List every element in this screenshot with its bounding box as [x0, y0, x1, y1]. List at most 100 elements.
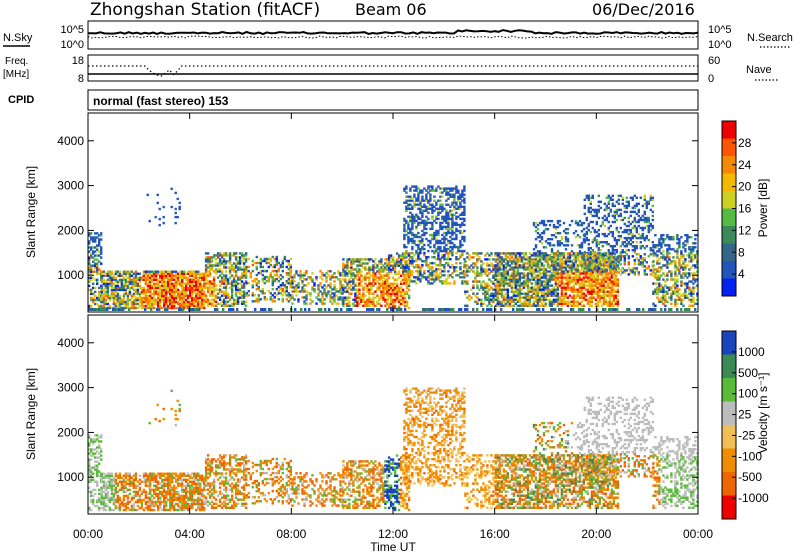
- power-cell: [570, 300, 574, 303]
- power-cell: [510, 298, 514, 301]
- power-cell: [602, 302, 606, 305]
- power-cell: [536, 228, 540, 231]
- power-cell: [623, 206, 626, 210]
- power-cell: [173, 278, 176, 281]
- power-cell: [590, 296, 594, 299]
- power-cell: [242, 254, 246, 257]
- power-cell: [132, 278, 136, 281]
- power-cell: [407, 294, 411, 298]
- power-cell: [421, 205, 424, 208]
- power-cell: [368, 298, 371, 301]
- power-cell: [437, 278, 440, 281]
- power-cell: [273, 265, 276, 269]
- power-cell: [548, 270, 552, 273]
- power-cell: [195, 292, 198, 296]
- power-cell: [534, 300, 538, 303]
- power-cell: [605, 271, 608, 274]
- power-cell: [594, 282, 598, 285]
- power-cell: [130, 284, 134, 288]
- power-cell: [526, 292, 530, 295]
- power-cell: [197, 270, 200, 273]
- power-cell: [352, 302, 355, 305]
- power-cell: [409, 227, 412, 231]
- power-cell: [486, 286, 489, 289]
- power-cell: [153, 274, 156, 277]
- power-cell: [580, 262, 584, 265]
- power-cell: [530, 254, 534, 257]
- power-cell: [451, 219, 454, 223]
- power-cell: [245, 269, 248, 273]
- power-cell: [496, 286, 500, 289]
- power-cell: [617, 238, 620, 242]
- power-cell: [155, 302, 158, 306]
- power-cell: [224, 300, 228, 303]
- power-cell: [580, 256, 584, 259]
- power-cell: [542, 232, 546, 235]
- power-cell: [466, 270, 469, 273]
- power-cell: [560, 276, 564, 279]
- power-cell: [607, 220, 610, 224]
- power-cell: [629, 238, 632, 242]
- power-cell: [407, 254, 411, 257]
- power-cell: [546, 260, 550, 263]
- power-cell: [413, 276, 416, 279]
- power-cell: [468, 254, 471, 257]
- power-cell: [384, 286, 387, 289]
- power-cell: [476, 268, 479, 271]
- power-cell: [439, 225, 442, 229]
- power-cell: [453, 280, 456, 283]
- power-cell: [204, 298, 208, 301]
- power-cell: [607, 261, 610, 264]
- power-cell: [459, 207, 462, 210]
- power-cell: [352, 304, 355, 307]
- power-cell: [271, 284, 274, 287]
- power-cell: [423, 205, 426, 208]
- power-cell: [220, 256, 224, 259]
- power-cell: [520, 284, 524, 287]
- power-cell: [407, 264, 411, 267]
- power-cell: [534, 252, 538, 255]
- power-cell: [263, 296, 266, 299]
- power-cell: [556, 296, 560, 299]
- power-cell: [155, 286, 158, 290]
- power-cell: [275, 263, 278, 267]
- power-cell: [536, 280, 540, 283]
- power-cell: [580, 242, 584, 245]
- power-cell: [230, 294, 234, 297]
- power-cell: [445, 251, 448, 255]
- power-cell: [126, 296, 130, 300]
- power-cell: [583, 267, 586, 270]
- power-cell: [562, 270, 566, 273]
- power-cell: [536, 223, 540, 227]
- power-cell: [181, 272, 184, 275]
- power-cell: [437, 211, 440, 214]
- power-cell: [417, 221, 420, 225]
- power-cell: [419, 223, 422, 227]
- power-cell: [344, 302, 347, 305]
- freq-label: Freq.: [5, 56, 28, 67]
- power-cell: [368, 266, 371, 269]
- power-cell: [140, 290, 144, 294]
- power-cell: [576, 278, 580, 281]
- power-cell: [439, 264, 442, 267]
- power-cell: [267, 277, 270, 281]
- power-cell: [354, 298, 357, 301]
- power-cell: [118, 302, 122, 306]
- power-cell: [181, 278, 184, 281]
- power-cell: [368, 296, 371, 299]
- power-cell: [488, 268, 491, 271]
- power-cell: [299, 274, 302, 277]
- power-cell: [554, 276, 558, 279]
- power-cell: [169, 298, 172, 302]
- power-cell: [259, 259, 262, 263]
- power-cell: [530, 278, 534, 281]
- power-cell: [635, 269, 638, 272]
- power-cell: [305, 296, 308, 299]
- power-cell: [146, 270, 150, 273]
- power-cell: [118, 296, 122, 300]
- power-cell: [429, 245, 432, 249]
- power-cell: [459, 195, 462, 198]
- power-cell: [576, 268, 580, 271]
- power-cell: [423, 243, 426, 247]
- power-cell: [520, 264, 524, 267]
